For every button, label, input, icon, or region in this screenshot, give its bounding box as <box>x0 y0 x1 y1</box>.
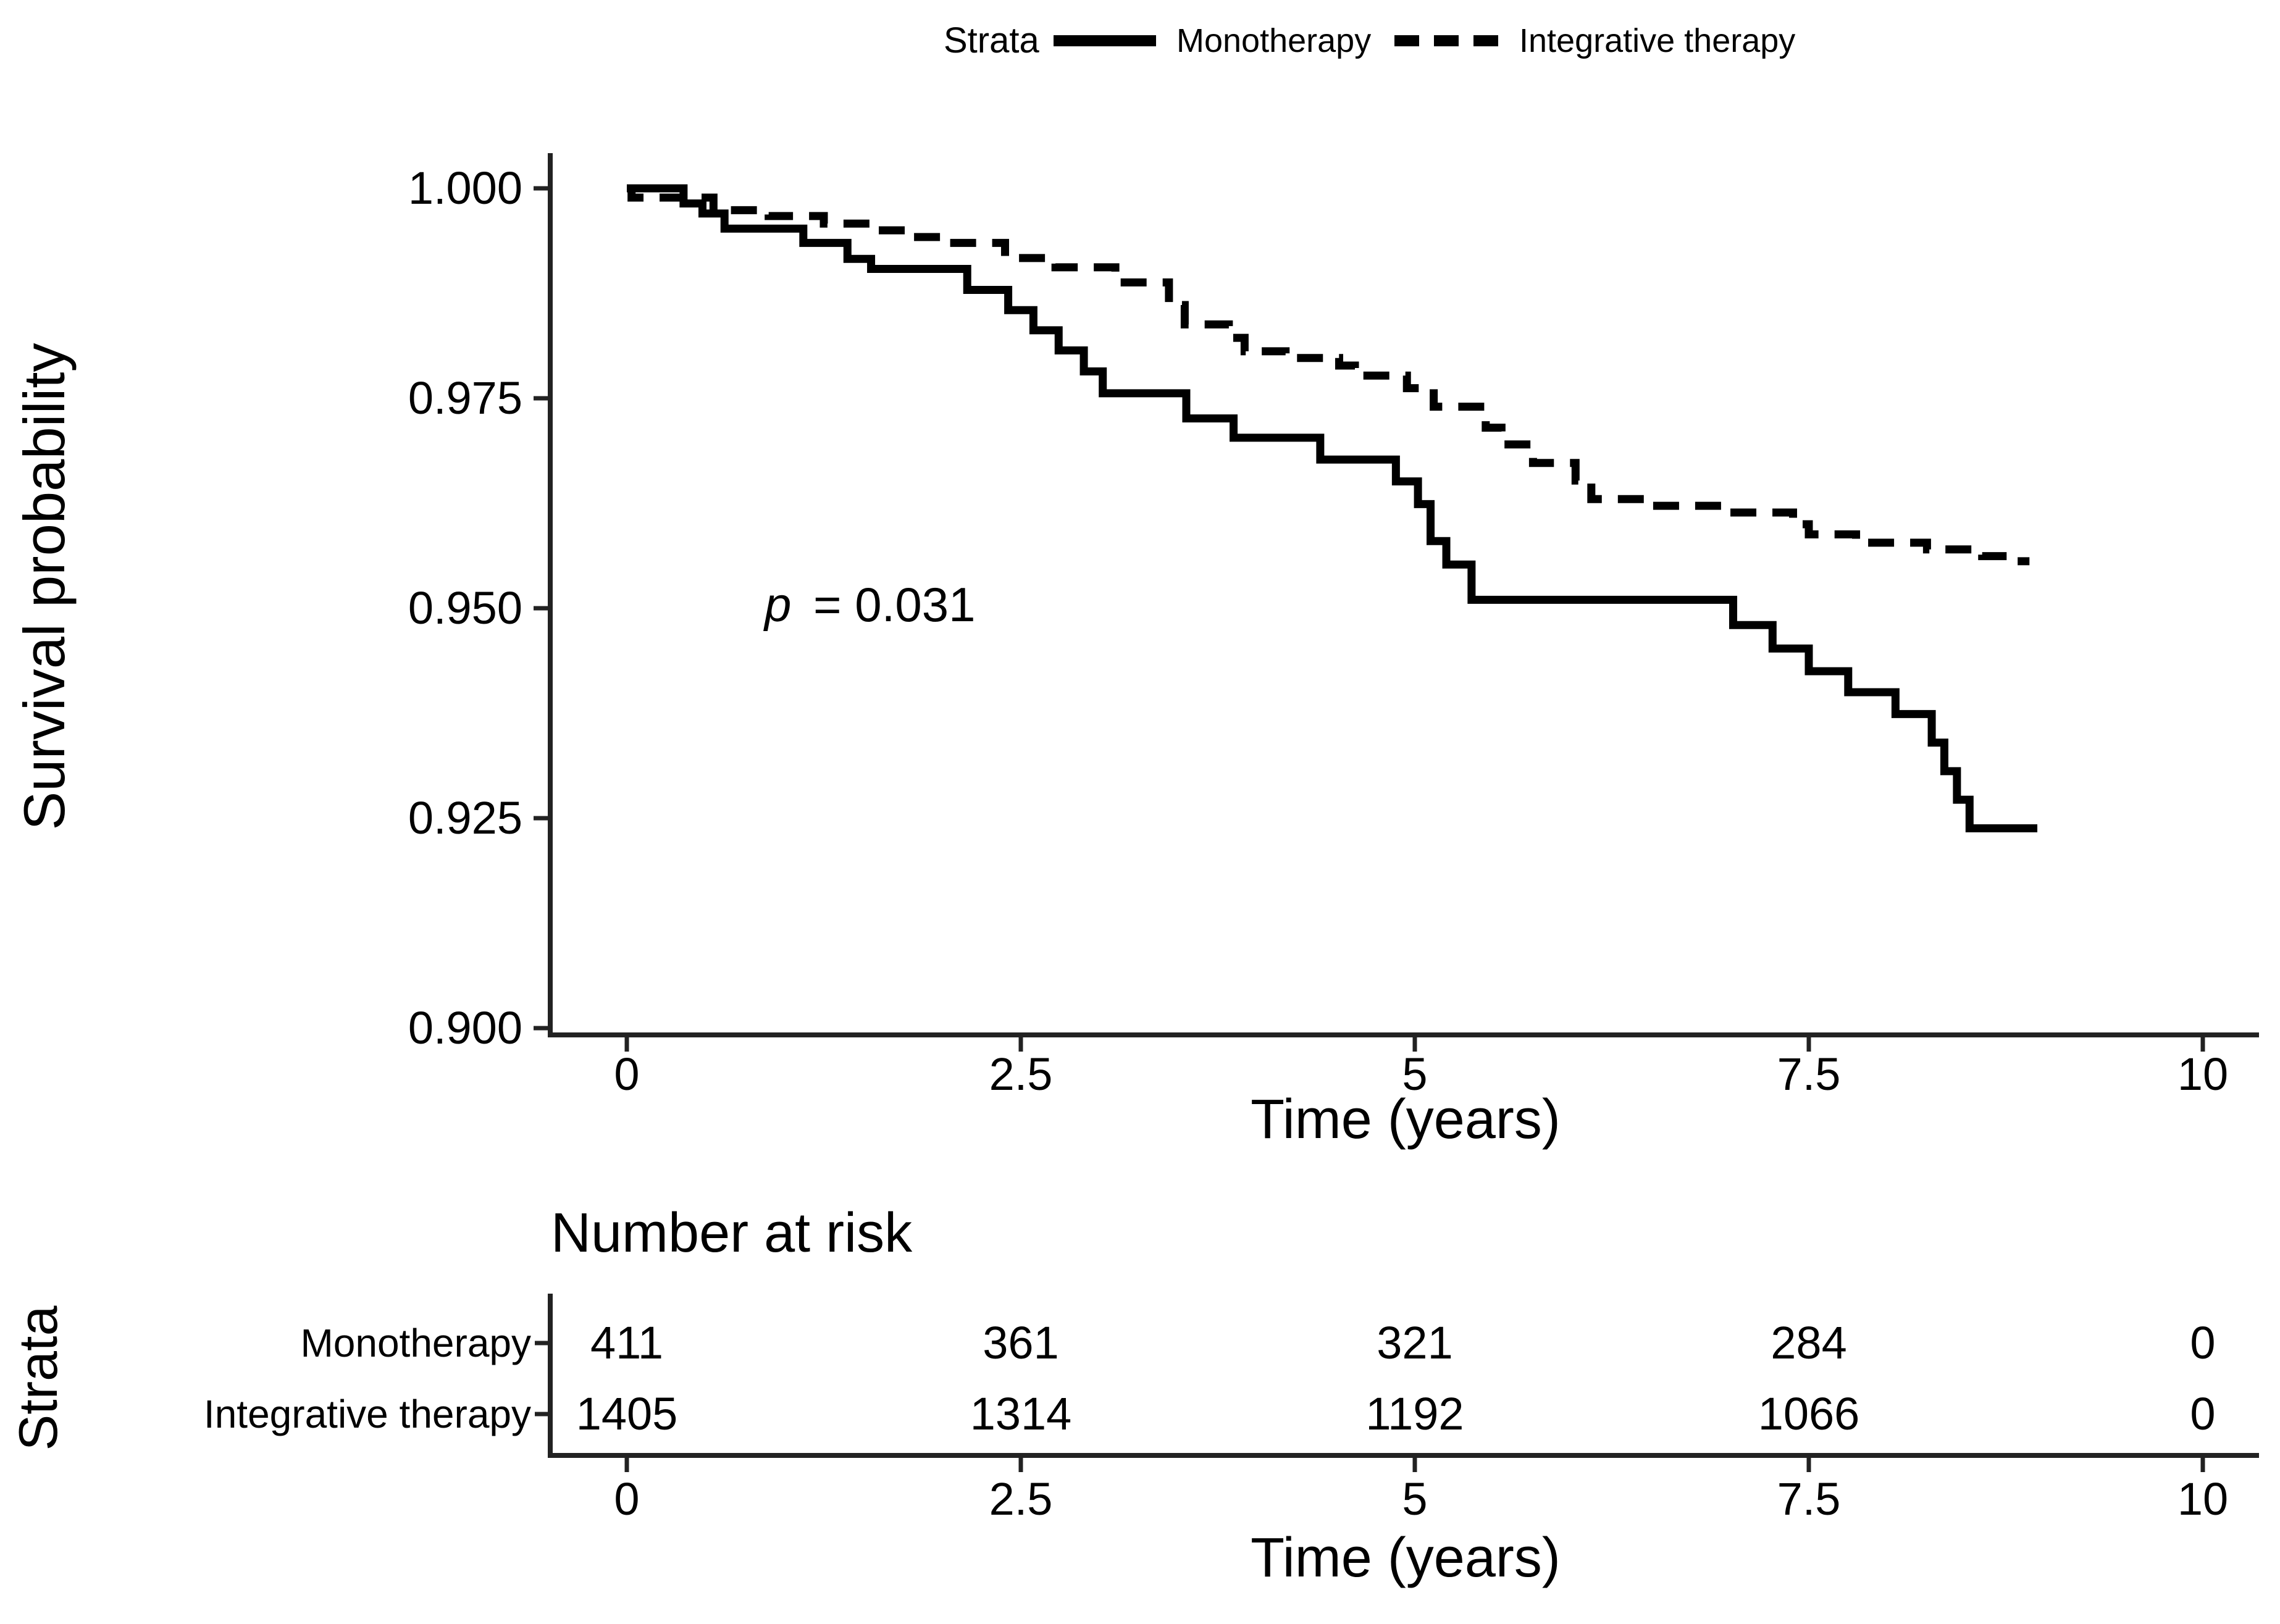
p-value-text: = 0.031 <box>800 577 976 632</box>
y-tick-label: 0.975 <box>408 372 522 424</box>
x-tick-label: 7.5 <box>1777 1048 1841 1100</box>
risk-count: 361 <box>983 1317 1059 1368</box>
p-value-annotation: p = 0.031 <box>765 580 975 629</box>
km-curve-integrative-therapy <box>627 184 2030 566</box>
legend-key-dashed-line-icon <box>1394 35 1506 46</box>
y-tick-label: 0.925 <box>408 792 522 843</box>
risk-table-title: Number at risk <box>551 1202 913 1264</box>
risk-x-tick-label: 10 <box>2177 1473 2229 1525</box>
y-axis-title: Survival probability <box>12 343 77 831</box>
p-symbol: p <box>765 577 792 632</box>
legend-title: Strata <box>944 20 1039 61</box>
risk-x-tick-label: 2.5 <box>989 1473 1053 1525</box>
x-tick-label: 10 <box>2177 1048 2229 1100</box>
risk-row-label-monotherapy: Monotherapy <box>300 1321 531 1365</box>
y-tick-label: 1.000 <box>408 162 522 214</box>
risk-x-tick-label: 5 <box>1402 1473 1428 1525</box>
y-tick-label: 0.900 <box>408 1002 522 1053</box>
km-curve-monotherapy <box>627 184 2038 832</box>
risk-count: 0 <box>2190 1388 2216 1439</box>
risk-x-tick-label: 7.5 <box>1777 1473 1841 1525</box>
x-tick-label: 5 <box>1402 1048 1428 1100</box>
x-axis-title: Time (years) <box>1251 1089 1561 1150</box>
legend-key-solid-line-icon <box>1054 35 1156 46</box>
legend-label-integrative-therapy: Integrative therapy <box>1519 22 1796 59</box>
risk-count: 1405 <box>576 1388 678 1439</box>
risk-x-tick-label: 0 <box>614 1473 640 1525</box>
risk-count: 0 <box>2190 1317 2216 1368</box>
risk-table-x-axis-title: Time (years) <box>1251 1527 1561 1589</box>
risk-count: 321 <box>1377 1317 1453 1368</box>
legend-label-monotherapy: Monotherapy <box>1176 22 1372 59</box>
risk-count: 1192 <box>1365 1388 1464 1439</box>
risk-row-label-integrative-therapy: Integrative therapy <box>203 1392 531 1436</box>
x-tick-label: 2.5 <box>989 1048 1053 1100</box>
x-tick-label: 0 <box>614 1048 640 1100</box>
risk-count: 284 <box>1771 1317 1847 1368</box>
risk-count: 411 <box>590 1317 663 1368</box>
y-tick-label: 0.950 <box>408 582 522 634</box>
risk-table-strata-axis-label: Strata <box>7 1305 69 1451</box>
risk-count: 1066 <box>1758 1388 1860 1439</box>
risk-count: 1314 <box>970 1388 1072 1439</box>
